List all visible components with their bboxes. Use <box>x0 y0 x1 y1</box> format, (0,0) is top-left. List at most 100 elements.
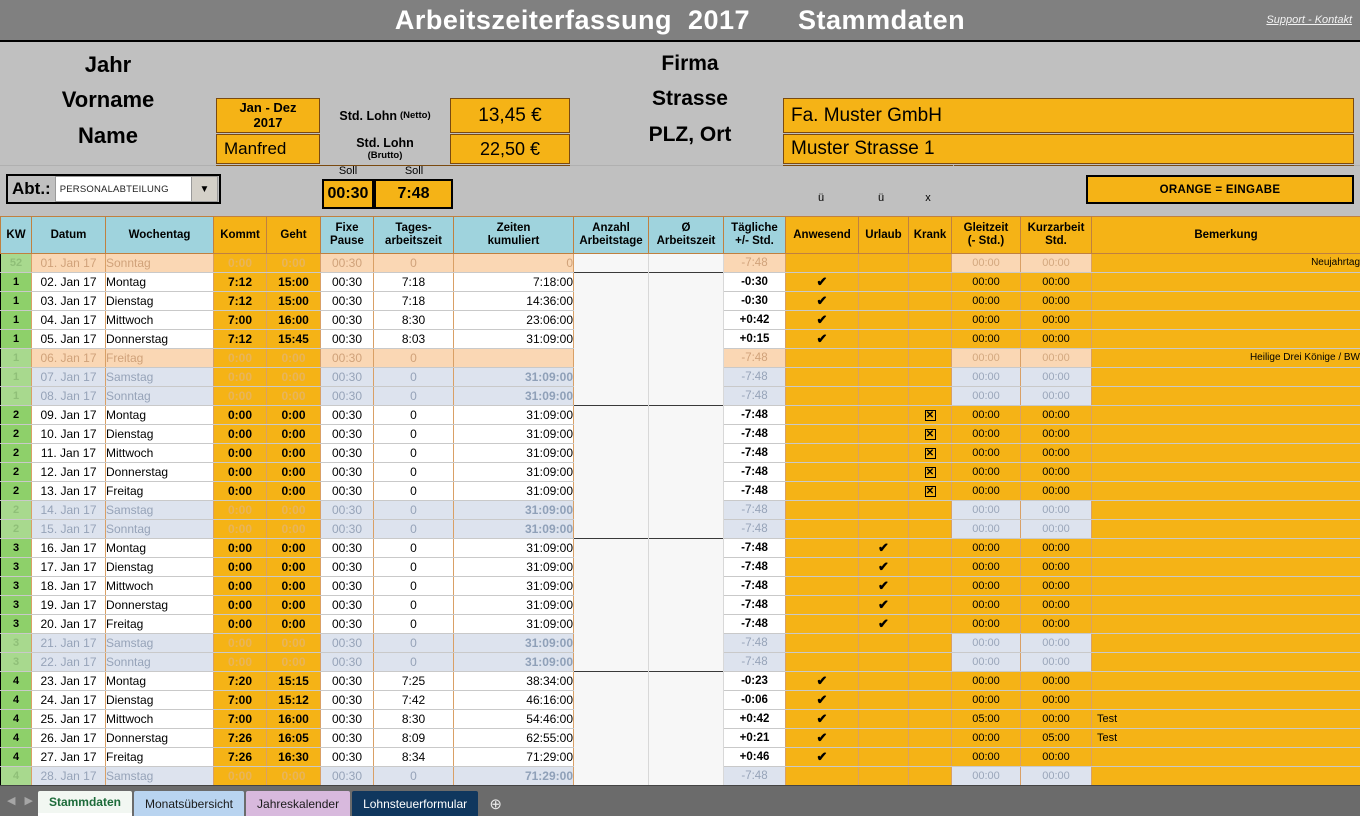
cell-datum[interactable]: 01. Jan 17 <box>31 253 106 273</box>
cell-anzahl-arbeitstage[interactable] <box>573 367 649 387</box>
cell-anwesend[interactable] <box>785 386 859 406</box>
cell-gleitzeit[interactable]: 00:00 <box>951 614 1021 634</box>
std-lohn-netto-input[interactable]: 13,45 € <box>450 98 570 133</box>
table-row[interactable]: 1 03. Jan 17 Dienstag 7:12 15:00 00:30 7:18 14:… <box>0 291 1360 311</box>
cell-anzahl-arbeitstage[interactable] <box>573 690 649 710</box>
cell-urlaub[interactable]: ✔ <box>858 538 909 558</box>
cell-taegliche-std[interactable]: +0:46 <box>723 747 786 767</box>
cell-krank[interactable] <box>908 595 952 615</box>
cell-anzahl-arbeitstage[interactable] <box>573 709 649 729</box>
cell-geht[interactable]: 0:00 <box>266 652 321 672</box>
cell-tagesarbeitszeit[interactable]: 0 <box>373 652 454 672</box>
cell-gleitzeit[interactable]: 00:00 <box>951 272 1021 292</box>
cell-anzahl-arbeitstage[interactable] <box>573 310 649 330</box>
cell-tagesarbeitszeit[interactable]: 7:18 <box>373 291 454 311</box>
cell-zeiten-kumuliert[interactable]: 31:09:00 <box>453 538 574 558</box>
cell-zeiten-kumuliert[interactable]: 31:09:00 <box>453 652 574 672</box>
cell-tagesarbeitszeit[interactable]: 0 <box>373 424 454 444</box>
cell-urlaub[interactable] <box>858 291 909 311</box>
cell-wochentag[interactable]: Sonntag <box>105 253 214 273</box>
cell-zeiten-kumuliert[interactable] <box>453 348 574 368</box>
cell-wochentag[interactable]: Donnerstag <box>105 329 214 349</box>
table-row[interactable]: 3 22. Jan 17 Sonntag 0:00 0:00 00:30 0 31:09:00… <box>0 652 1360 672</box>
cell-taegliche-std[interactable]: -7:48 <box>723 595 786 615</box>
table-row[interactable]: 1 07. Jan 17 Samstag 0:00 0:00 00:30 0 31:09:00… <box>0 367 1360 387</box>
cell-kw[interactable]: 3 <box>0 633 32 653</box>
cell-anzahl-arbeitstage[interactable] <box>573 424 649 444</box>
cell-bemerkung[interactable] <box>1091 405 1360 425</box>
table-row[interactable]: 52 01. Jan 17 Sonntag 0:00 0:00 00:30 0 0 -7:48 0… <box>0 253 1360 273</box>
cell-bemerkung[interactable] <box>1091 633 1360 653</box>
table-row[interactable]: 1 08. Jan 17 Sonntag 0:00 0:00 00:30 0 31:09:00… <box>0 386 1360 406</box>
cell-geht[interactable]: 15:45 <box>266 329 321 349</box>
cell-wochentag[interactable]: Samstag <box>105 633 214 653</box>
cell-geht[interactable]: 0:00 <box>266 766 321 785</box>
column-header-zeiten_kumuliert[interactable]: Zeiten kumuliert <box>453 216 574 254</box>
cell-kw[interactable]: 1 <box>0 291 32 311</box>
cell-taegliche-std[interactable]: -7:48 <box>723 576 786 596</box>
cell-zeiten-kumuliert[interactable]: 31:09:00 <box>453 481 574 501</box>
table-row[interactable]: 3 18. Jan 17 Mittwoch 0:00 0:00 00:30 0 31:09:0… <box>0 576 1360 596</box>
cell-kommt[interactable]: 0:00 <box>213 253 267 273</box>
cell-taegliche-std[interactable]: -7:48 <box>723 519 786 539</box>
cell-krank[interactable] <box>908 329 952 349</box>
cell-fixe-pause[interactable]: 00:30 <box>320 253 374 273</box>
cell-gleitzeit[interactable]: 00:00 <box>951 538 1021 558</box>
column-header-bemerkung[interactable]: Bemerkung <box>1091 216 1360 254</box>
cell-geht[interactable]: 16:00 <box>266 709 321 729</box>
cell-kw[interactable]: 2 <box>0 481 32 501</box>
cell-geht[interactable]: 16:00 <box>266 310 321 330</box>
cell-gleitzeit[interactable]: 00:00 <box>951 766 1021 785</box>
cell-oe-arbeitszeit[interactable] <box>648 310 724 330</box>
table-row[interactable]: 4 24. Jan 17 Dienstag 7:00 15:12 00:30 7:42 46:… <box>0 690 1360 710</box>
firma-input[interactable]: Fa. Muster GmbH <box>783 98 1354 133</box>
cell-krank[interactable] <box>908 519 952 539</box>
cell-kommt[interactable]: 0:00 <box>213 519 267 539</box>
cell-kommt[interactable]: 0:00 <box>213 595 267 615</box>
table-row[interactable]: 4 27. Jan 17 Freitag 7:26 16:30 00:30 8:34 71:2… <box>0 747 1360 767</box>
column-header-anzahl_arbeitstage[interactable]: Anzahl Arbeitstage <box>573 216 649 254</box>
column-header-tagesarbeitszeit[interactable]: Tages- arbeitszeit <box>373 216 454 254</box>
cell-krank[interactable] <box>908 671 952 691</box>
cell-geht[interactable]: 0:00 <box>266 576 321 596</box>
cell-kommt[interactable]: 0:00 <box>213 443 267 463</box>
cell-bemerkung[interactable] <box>1091 652 1360 672</box>
cell-zeiten-kumuliert[interactable]: 31:09:00 <box>453 424 574 444</box>
cell-anzahl-arbeitstage[interactable] <box>573 443 649 463</box>
cell-oe-arbeitszeit[interactable] <box>648 519 724 539</box>
cell-kommt[interactable]: 7:12 <box>213 272 267 292</box>
soll-pause-input[interactable]: 00:30 <box>322 179 374 209</box>
add-sheet-button[interactable]: ⊕ <box>489 795 502 813</box>
cell-kommt[interactable]: 7:00 <box>213 310 267 330</box>
cell-kw[interactable]: 2 <box>0 424 32 444</box>
cell-oe-arbeitszeit[interactable] <box>648 576 724 596</box>
cell-fixe-pause[interactable]: 00:30 <box>320 424 374 444</box>
cell-gleitzeit[interactable]: 00:00 <box>951 386 1021 406</box>
cell-geht[interactable]: 0:00 <box>266 500 321 520</box>
cell-kommt[interactable]: 7:12 <box>213 291 267 311</box>
cell-kurzarbeit[interactable]: 00:00 <box>1020 424 1092 444</box>
cell-bemerkung[interactable] <box>1091 462 1360 482</box>
cell-zeiten-kumuliert[interactable]: 31:09:00 <box>453 519 574 539</box>
cell-datum[interactable]: 12. Jan 17 <box>31 462 106 482</box>
cell-zeiten-kumuliert[interactable]: 7:18:00 <box>453 272 574 292</box>
cell-kurzarbeit[interactable]: 00:00 <box>1020 519 1092 539</box>
cell-gleitzeit[interactable]: 00:00 <box>951 310 1021 330</box>
cell-fixe-pause[interactable]: 00:30 <box>320 766 374 785</box>
cell-gleitzeit[interactable]: 00:00 <box>951 424 1021 444</box>
cell-kommt[interactable]: 0:00 <box>213 367 267 387</box>
cell-taegliche-std[interactable]: +0:15 <box>723 329 786 349</box>
cell-urlaub[interactable] <box>858 272 909 292</box>
cell-kommt[interactable]: 7:12 <box>213 329 267 349</box>
support-kontakt-link[interactable]: Support - Kontakt <box>1266 14 1352 26</box>
cell-fixe-pause[interactable]: 00:30 <box>320 671 374 691</box>
cell-krank[interactable] <box>908 367 952 387</box>
cell-fixe-pause[interactable]: 00:30 <box>320 291 374 311</box>
cell-anwesend[interactable]: ✔ <box>785 329 859 349</box>
cell-kurzarbeit[interactable]: 00:00 <box>1020 500 1092 520</box>
cell-kw[interactable]: 3 <box>0 652 32 672</box>
cell-tagesarbeitszeit[interactable]: 0 <box>373 576 454 596</box>
cell-bemerkung[interactable]: Neujahrtag <box>1091 253 1360 273</box>
cell-bemerkung[interactable] <box>1091 481 1360 501</box>
cell-urlaub[interactable] <box>858 424 909 444</box>
